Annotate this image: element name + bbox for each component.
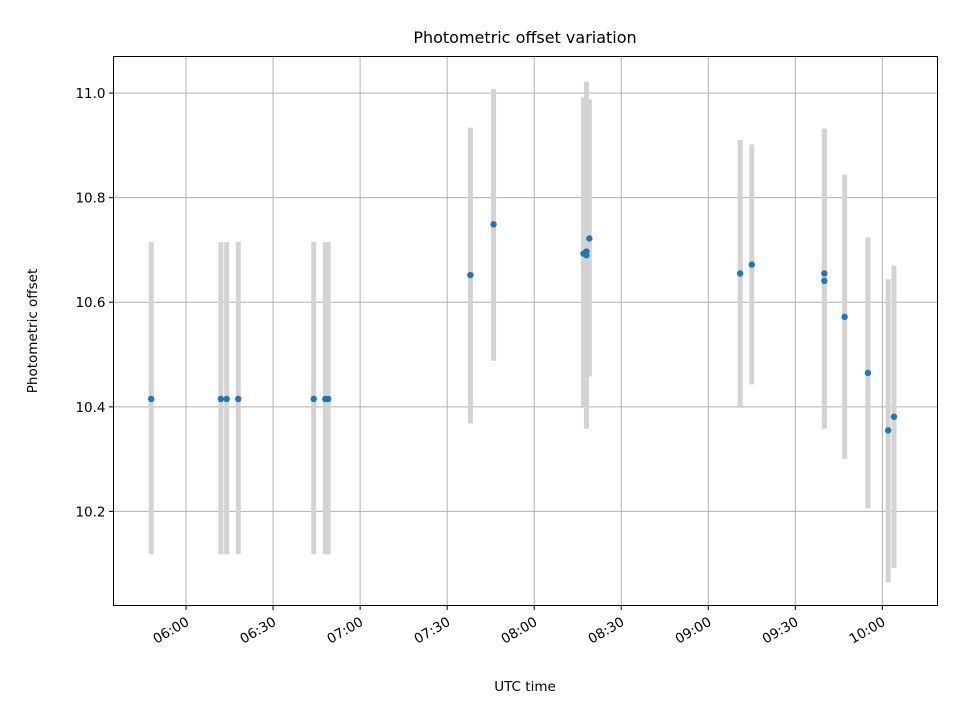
data-point — [890, 413, 898, 420]
chart-title: Photometric offset variation — [413, 28, 636, 47]
data-point — [864, 369, 872, 377]
data-point — [586, 235, 593, 242]
data-point — [490, 221, 497, 228]
data-point — [235, 395, 242, 403]
data-point — [310, 395, 317, 403]
data-point — [467, 271, 474, 279]
plot-frame — [113, 56, 938, 606]
y-tick-label: 10.8 — [75, 191, 105, 207]
y-axis-label: Photometric offset — [25, 269, 41, 393]
data-points — [148, 221, 898, 434]
x-axis-label: UTC time — [494, 679, 556, 695]
data-point — [821, 270, 828, 277]
data-point — [737, 270, 744, 277]
data-point — [217, 395, 225, 403]
y-tick-label: 10.2 — [75, 504, 105, 520]
y-tick-label: 11.0 — [75, 86, 105, 102]
y-tick-label: 10.4 — [75, 400, 105, 416]
data-point — [148, 395, 155, 403]
data-point — [748, 261, 756, 268]
data-point — [841, 313, 848, 321]
data-point — [884, 427, 892, 434]
y-tick-label: 10.6 — [75, 295, 105, 311]
data-point — [223, 395, 230, 403]
data-point — [821, 277, 828, 285]
grid — [113, 56, 938, 606]
data-point — [583, 248, 590, 255]
data-point — [325, 395, 332, 403]
